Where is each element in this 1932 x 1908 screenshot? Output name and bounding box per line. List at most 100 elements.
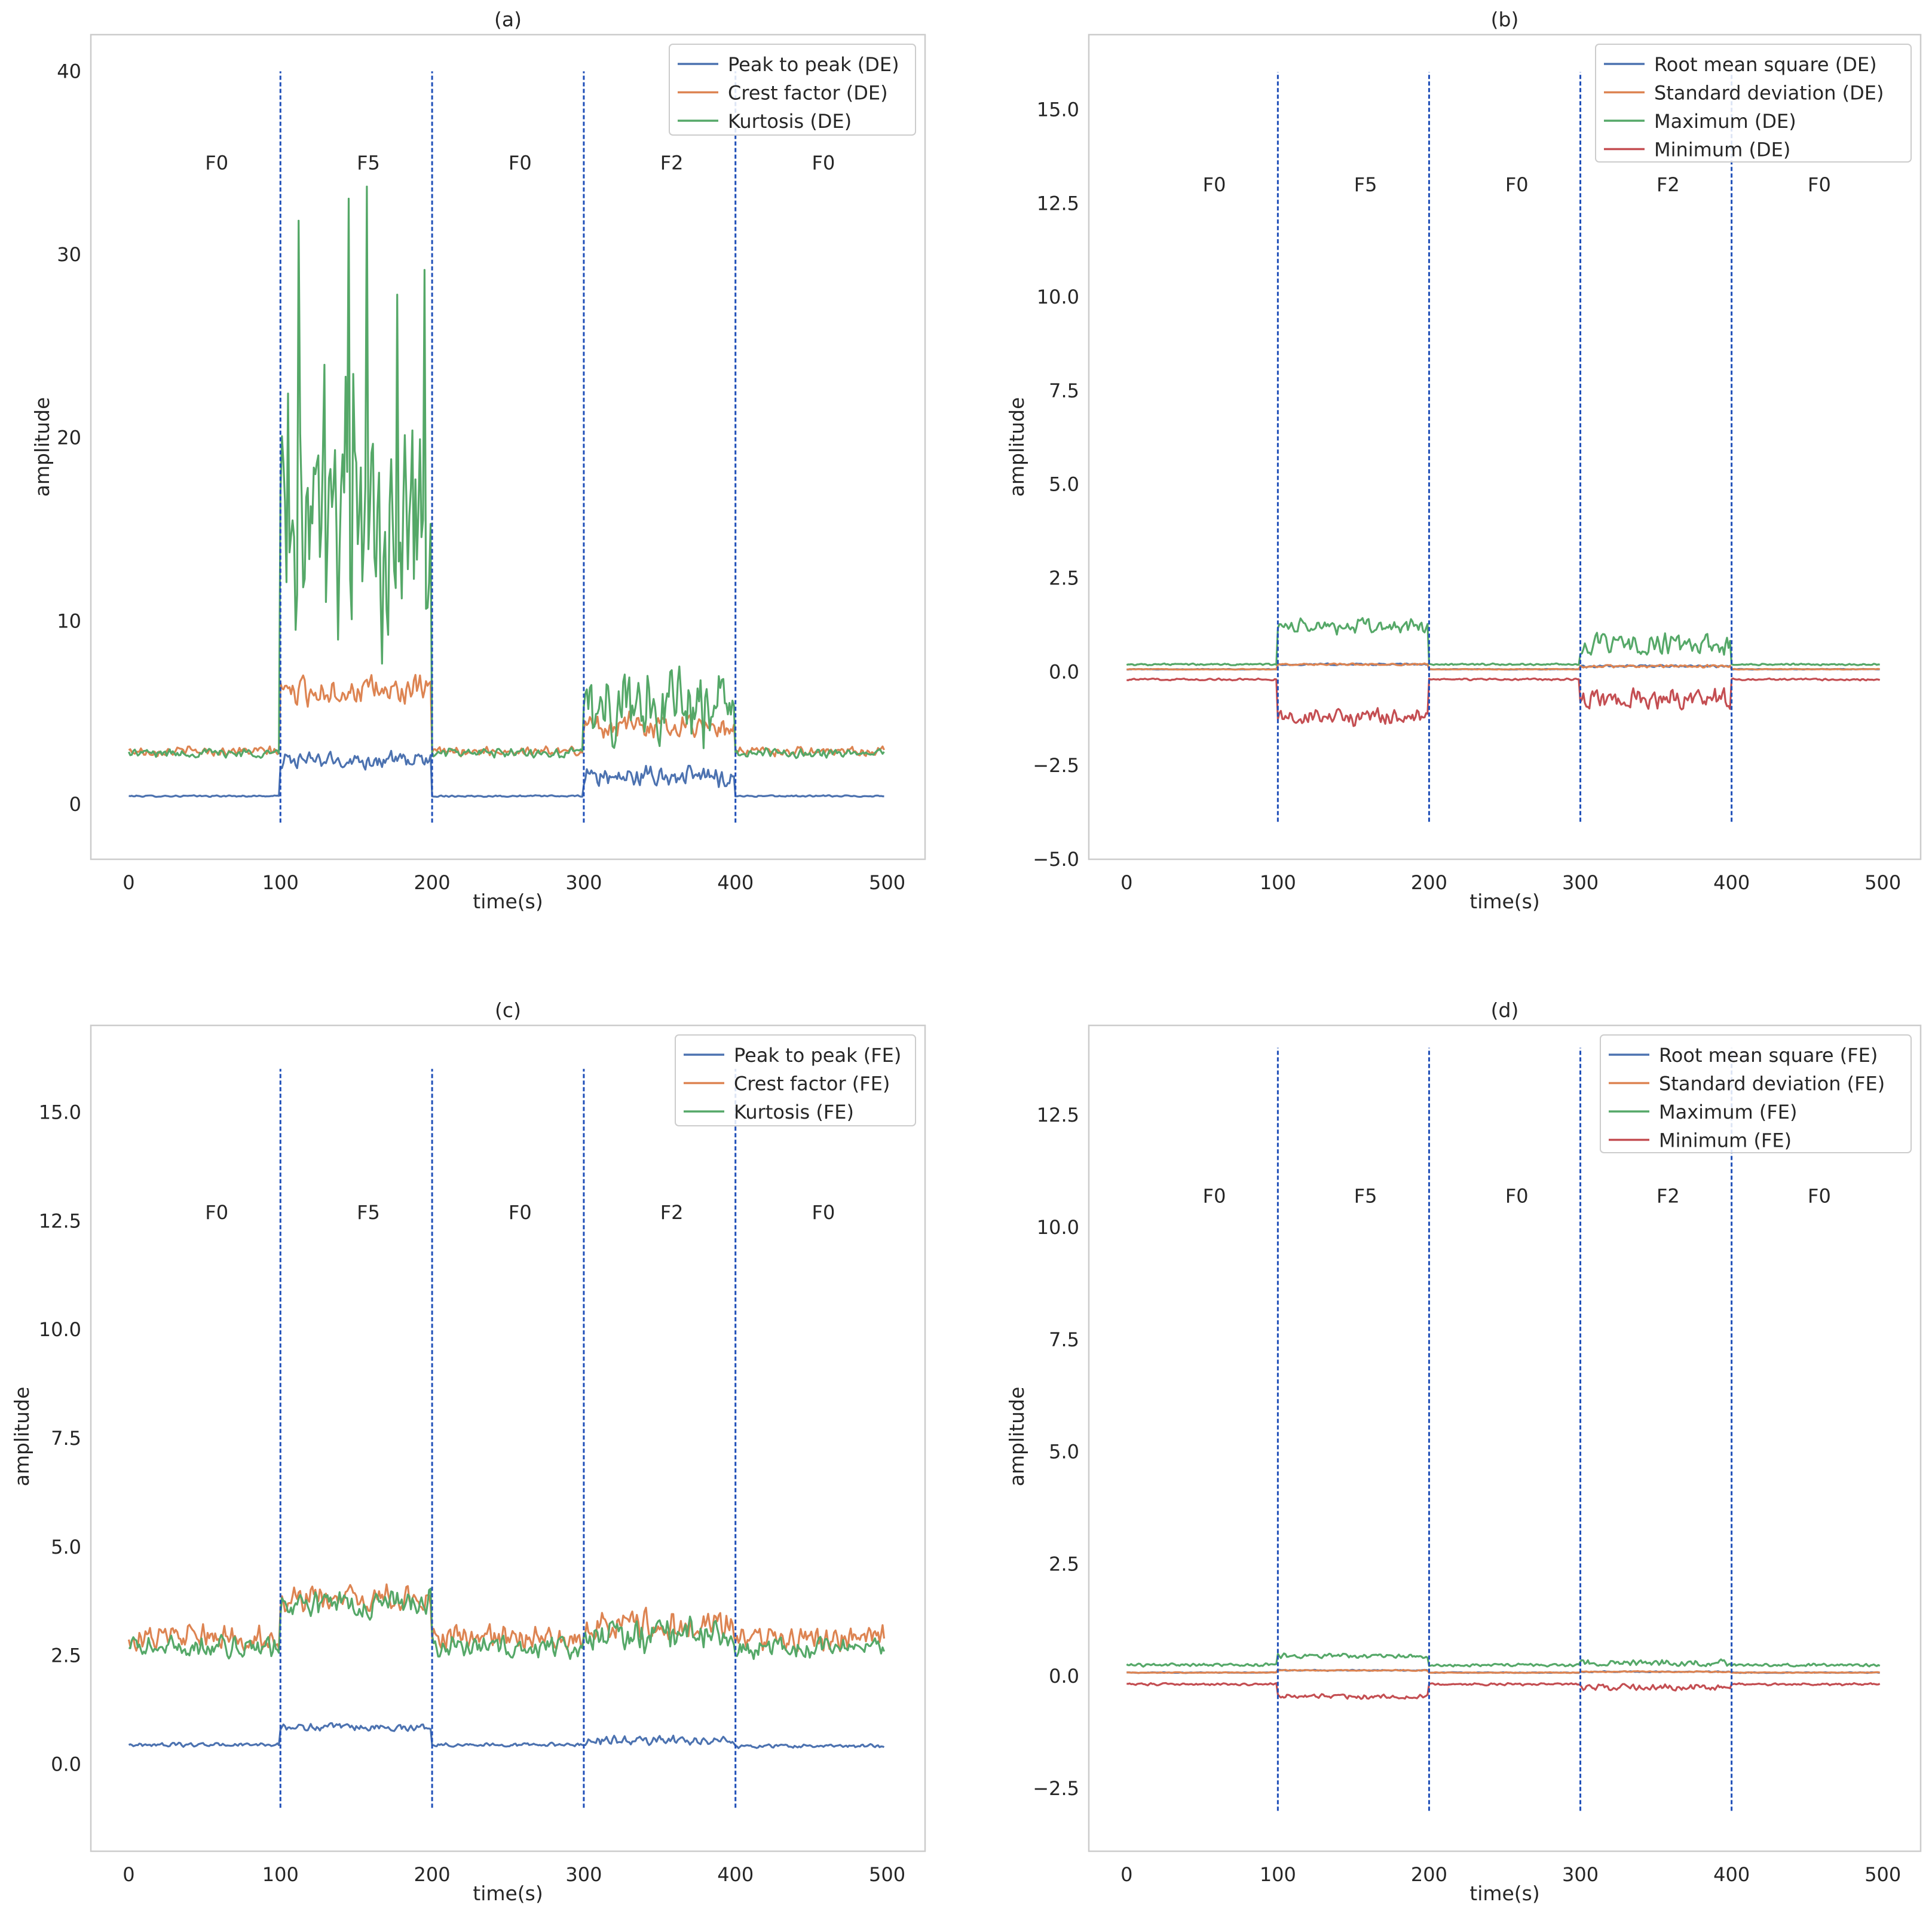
panel-b-region-label: F0 [1203,173,1226,196]
panel-a-region-label: F0 [509,152,532,174]
panel-c-series-1 [128,1722,885,1750]
panel-b-region-label: F5 [1354,173,1377,196]
panel-d-legend-box [1600,1034,1912,1153]
panel-b-ytick: 5.0 [1049,473,1079,496]
panel-d-region-label: F0 [1203,1184,1226,1207]
panel-d-xtick: 200 [1411,1863,1447,1886]
panel-d-xlabel: time(s) [1469,1882,1540,1905]
panel-a-legend-label: Kurtosis (DE) [728,110,852,133]
panel-a-xtick: 500 [869,871,905,894]
panel-c-region-label: F0 [205,1201,228,1224]
panel-c-ytick: 12.5 [39,1209,81,1232]
panel-b-legend-box [1595,44,1912,163]
panel-b-series-3 [1126,617,1880,667]
panel-a-region-label: F5 [357,152,380,174]
panel-c-xtick: 0 [123,1863,134,1886]
panel-c-legend-box [675,1034,916,1126]
panel-c-ytick: 15.0 [39,1101,81,1123]
panel-a-region-label: F0 [812,152,835,174]
panel-d-ytick: 10.0 [1037,1216,1079,1239]
panel-b-legend-label: Root mean square (DE) [1654,53,1877,76]
panel-c: (c) time(s) amplitude 0 100 200 300 400 500 0.… [10,999,926,1905]
panel-d-xtick: 400 [1713,1863,1750,1886]
panel-d-legend-label: Minimum (FE) [1659,1129,1792,1152]
panel-d-xtick: 300 [1562,1863,1599,1886]
panel-b-ytick: 7.5 [1049,379,1079,402]
panel-a-series-3 [128,185,885,759]
panel-d-ytick: −2.5 [1033,1777,1079,1800]
panel-c-xtick: 300 [565,1863,602,1886]
panel-b-region-label: F2 [1657,173,1680,196]
panel-a-xlabel: time(s) [473,890,543,913]
panel-b-title: (b) [1491,8,1519,31]
panel-b-xtick: 0 [1120,871,1132,894]
panel-c-xtick: 200 [414,1863,451,1886]
panel-c-ytick: 2.5 [51,1644,81,1667]
panel-c-ylabel: amplitude [10,1387,33,1487]
panel-a-frame [90,33,926,860]
panel-b-ytick: 2.5 [1049,567,1079,590]
panel-b-series-2 [1126,662,1881,671]
panel-b-ytick: 12.5 [1037,192,1079,215]
panel-d-legend-label: Maximum (FE) [1659,1101,1797,1123]
panel-d-ytick: 5.0 [1049,1441,1079,1463]
panel-a-xtick: 400 [717,871,754,894]
panel-d-legend-label: Standard deviation (FE) [1659,1073,1885,1095]
panel-d-xtick: 500 [1864,1863,1901,1886]
panel-b-ytick: 0.0 [1049,660,1079,683]
panel-a-xtick: 0 [123,871,134,894]
panel-c-ytick: 5.0 [51,1536,81,1558]
panel-b-frame [1088,33,1922,860]
panel-d-region-label: F2 [1657,1184,1680,1207]
panel-d: (d) time(s) amplitude 0 100 200 300 400 500 −2… [1005,999,1922,1905]
panel-c-legend: Peak to peak (FE) Crest factor (FE) Kurtos… [675,1034,916,1126]
panel-b-ytick: −2.5 [1033,754,1079,777]
panel-d-xtick: 0 [1120,1863,1132,1886]
panel-c-legend-label: Kurtosis (FE) [734,1101,854,1123]
panel-a-region-label: F0 [205,152,228,174]
panel-d-series-3 [1126,1652,1881,1668]
panel-a-legend: Peak to peak (DE) Crest factor (DE) Kurtos… [669,44,916,136]
panel-b-xtick: 500 [1864,871,1901,894]
panel-b-ytick: −5.0 [1033,848,1079,871]
panel-a-series-1 [128,749,884,798]
panel-b-legend-label: Minimum (DE) [1654,139,1790,161]
panel-b-xlabel: time(s) [1469,890,1540,913]
panel-d-frame [1088,1024,1922,1852]
panel-c-frame [90,1024,926,1852]
panel-a-legend-label: Peak to peak (DE) [728,53,899,76]
panel-d-legend: Root mean square (FE) Standard deviation … [1600,1034,1912,1153]
panel-c-legend-label: Crest factor (FE) [734,1073,890,1095]
panel-d-title: (d) [1491,999,1519,1022]
panel-d-ytick: 12.5 [1037,1104,1079,1126]
panel-b-ytick: 10.0 [1037,286,1079,308]
panel-b-xtick: 200 [1411,871,1447,894]
panel-d-series-4 [1126,1682,1881,1700]
panel-c-region-label: F5 [357,1201,380,1224]
panel-a-series-2 [128,673,885,758]
panel-b-ytick: 15.0 [1037,98,1079,121]
panel-d-legend-label: Root mean square (FE) [1659,1044,1878,1067]
panel-a-xtick: 200 [414,871,451,894]
panel-c-region-label: F0 [812,1201,835,1224]
panel-b-xtick: 400 [1713,871,1750,894]
panel-d-series-2 [1126,1668,1881,1674]
panel-a: (a) time(s) amplitude 0 100 200 300 400 500 0 1… [30,8,926,913]
panel-c-series-2 [127,1583,886,1653]
panel-c-region-label: F0 [509,1201,532,1224]
panel-d-region-label: F0 [1808,1184,1831,1207]
panel-c-series-3 [128,1588,885,1660]
panel-d-ytick: 7.5 [1049,1328,1079,1351]
panel-b: (b) time(s) amplitude 0 100 200 300 400 500 −5… [1005,8,1922,913]
panel-a-ytick: 10 [57,610,81,632]
panel-b-region-label: F0 [1808,173,1831,196]
panel-a-title: (a) [494,8,522,31]
panel-d-region-label: F0 [1505,1184,1529,1207]
panel-c-title: (c) [495,999,521,1022]
panel-b-legend-label: Maximum (DE) [1654,110,1796,133]
panel-a-ytick: 30 [57,243,81,266]
panel-a-ytick: 20 [57,427,81,449]
panel-a-ytick: 0 [69,793,81,816]
panel-a-region-label: F2 [660,152,684,174]
